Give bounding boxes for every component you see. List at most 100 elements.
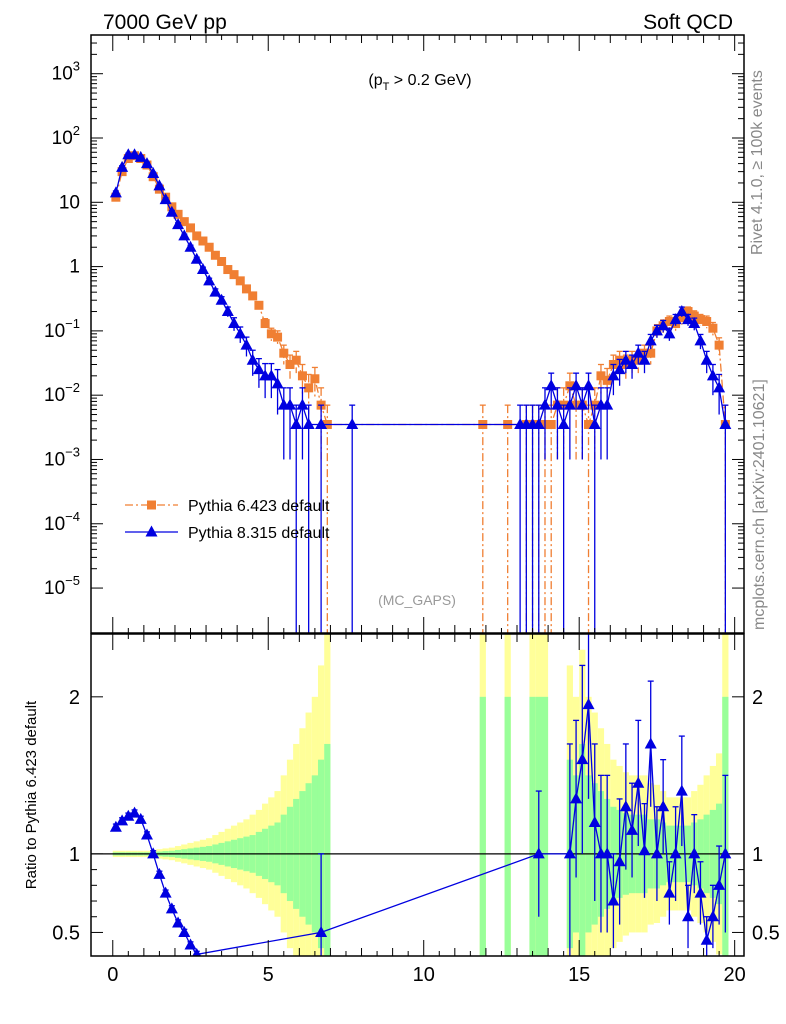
pythia6-point-marker [664, 316, 674, 326]
ratio-xtick-label: 0 [107, 964, 118, 986]
pythia8-point-marker [271, 377, 284, 389]
pythia8-point-marker [234, 327, 247, 339]
ratio-pythia8-point-marker [682, 910, 695, 922]
main-panel-series [109, 148, 732, 633]
ratio-pythia8-point-marker [607, 894, 620, 906]
pythia8-point-marker [196, 263, 209, 275]
ratio-pythia8-point-marker [563, 847, 576, 859]
legend-label-2: Pythia 8.315 default [188, 525, 330, 542]
pythia6-point-marker [291, 355, 301, 365]
pythia8-point-marker [619, 353, 632, 365]
ratio-pythia8-point-marker [147, 847, 160, 859]
pythia8-point-marker [638, 353, 651, 365]
pythia8-point-marker [570, 379, 583, 391]
pythia8-point-marker [700, 353, 713, 365]
ratio-ytick-label: 1 [69, 844, 80, 866]
ratio-pythia8-point-marker [700, 933, 713, 945]
header-right: Soft QCD [643, 11, 733, 34]
pythia6-point-marker [297, 371, 307, 381]
legend-marker-2 [145, 525, 158, 537]
ratio-pythia8-point-marker [576, 753, 589, 765]
pythia8-point-marker [669, 313, 682, 325]
ratio-panel-ticks: 0.5 0.51 12 20 5 10 15 20 [52, 634, 780, 986]
pythia8-point-marker [265, 369, 278, 381]
ratio-pythia8-point-marker [663, 886, 676, 898]
pythia8-point-marker [128, 148, 141, 160]
pythia8-point-marker [601, 398, 614, 410]
pythia6-point-marker [266, 329, 276, 339]
pythia6-point-marker [192, 231, 202, 241]
pythia8-point-marker [221, 305, 234, 317]
pythia6-point-marker [217, 256, 227, 266]
pythia8-point-marker [184, 240, 197, 252]
ratio-pythia8-point-marker [532, 847, 545, 859]
main-ytick-label: 10−4 [44, 509, 80, 535]
ratio-pythia8-point-marker [650, 847, 663, 859]
pythia8-point-marker [215, 293, 228, 305]
pythia8-point-marker [706, 369, 719, 381]
pythia6-point-marker [304, 383, 314, 393]
pt-cut-annotation: (pT > 0.2 GeV) [368, 72, 471, 93]
ratio-pythia8-point-marker [644, 737, 657, 749]
ratio-pythia8-point-marker [165, 902, 178, 914]
pythia6-point-marker [198, 236, 208, 246]
ratio-xtick-label: 15 [568, 964, 590, 986]
pythia8-point-marker [228, 317, 241, 329]
pythia8-point-marker [694, 334, 707, 346]
ratio-pythia8-point-marker [601, 847, 614, 859]
ratio-pythia8-point-marker [184, 938, 197, 950]
pythia8-point-marker [315, 417, 328, 429]
pythia6-point-marker [584, 419, 594, 429]
pythia6-point-marker [310, 374, 320, 384]
pythia8-point-marker [632, 346, 645, 358]
pythia8-point-marker [159, 193, 172, 205]
pythia8-point-line [115, 154, 726, 427]
pythia8-point-marker [147, 167, 160, 179]
ratio-panel-series [109, 634, 732, 956]
legend: Pythia 6.423 default Pythia 8.315 default [125, 498, 330, 542]
pythia8-point-marker [551, 398, 564, 410]
legend-label-1: Pythia 6.423 default [188, 498, 330, 515]
analysis-watermark: (MC_GAPS) [378, 592, 456, 608]
main-ytick-label: 103 [52, 59, 80, 85]
legend-marker-1 [147, 500, 156, 510]
ratio-pythia8-point-marker [178, 925, 191, 937]
pythia8-point-marker [626, 358, 639, 370]
ratio-pythia8-point-marker [613, 855, 626, 867]
ratio-pythia8-point-marker [116, 814, 129, 826]
ratio-pythia8-point-marker [719, 847, 732, 859]
pythia6-point-marker [702, 316, 712, 326]
pythia8-point-marker [719, 417, 732, 429]
pythia8-point-marker [557, 417, 570, 429]
ratio-pythia8-point-marker [588, 815, 601, 827]
pythia6-point-marker [596, 371, 606, 381]
pythia8-point-marker [532, 417, 545, 429]
pythia6-point-marker [179, 217, 189, 227]
pythia6-point-marker [223, 265, 233, 275]
band-inner-bin [529, 696, 536, 956]
pythia8-point-marker [657, 319, 670, 331]
pythia6-point-marker [204, 242, 214, 252]
ratio-ytick-label: 0.5 [52, 922, 80, 944]
pythia6-point-marker [248, 291, 258, 301]
pythia6-point-marker [260, 319, 270, 329]
pythia8-point-marker [296, 398, 309, 410]
pythia8-point-marker [165, 205, 178, 217]
ratio-xtick-label: 20 [724, 964, 746, 986]
ratio-ytick-label: 2 [69, 687, 80, 709]
pythia8-point-marker [613, 363, 626, 375]
pythia6-point-marker [708, 323, 718, 333]
rivet-version-label: Rivet 4.1.0, ≥ 100k events [749, 70, 766, 255]
ratio-ylabel: Ratio to Pythia 6.423 default [23, 700, 40, 889]
pythia6-point-marker [279, 348, 289, 358]
pythia6-point-marker [235, 276, 245, 286]
pythia8-point-marker [240, 338, 253, 350]
ratio-pythia8-point-marker [713, 878, 726, 890]
pythia6-point-marker [546, 419, 556, 429]
ratio-pythia8-point-marker [109, 820, 122, 832]
pythia6-point-marker [273, 332, 283, 342]
main-ytick-label: 1 [69, 257, 80, 278]
pythia8-point-marker [178, 229, 191, 241]
main-ytick-label: 10−2 [44, 380, 80, 406]
